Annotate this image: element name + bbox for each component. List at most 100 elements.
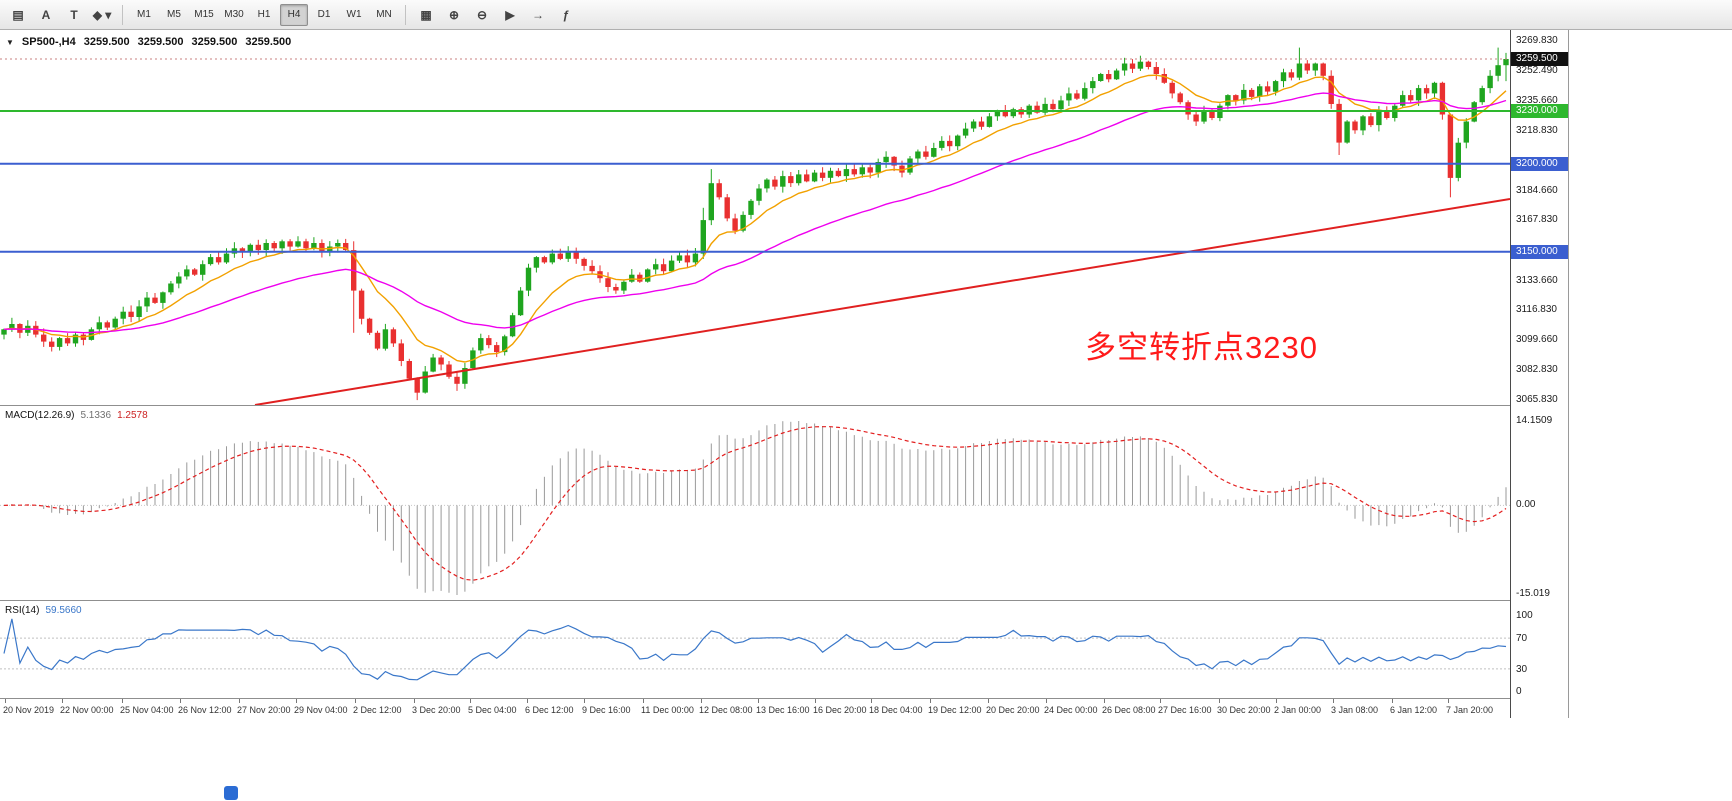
level-badge-3200: 3200.000 xyxy=(1511,157,1568,171)
time-label: 24 Dec 00:00 xyxy=(1044,705,1098,715)
chart-window: ▼ SP500-,H4 3259.500 3259.500 3259.500 3… xyxy=(0,30,1569,719)
time-label: 3 Jan 08:00 xyxy=(1331,705,1379,715)
time-label: 19 Dec 12:00 xyxy=(928,705,982,715)
timeframe-group: M1 M5 M15 M30 H1 H4 D1 W1 MN xyxy=(129,3,399,26)
price-axis[interactable]: 3269.830 3252.490 3235.660 3218.830 3184.660… xyxy=(1510,30,1568,718)
timeframe-h1-button[interactable]: H1 xyxy=(257,9,271,20)
charts-button[interactable]: ▤ xyxy=(12,7,24,22)
time-axis[interactable]: 20 Nov 2019 22 Nov 00:00 25 Nov 04:00 26 No… xyxy=(0,699,1510,718)
timeframe-w1-button[interactable]: W1 xyxy=(346,9,362,20)
time-label: 18 Dec 04:00 xyxy=(869,705,923,715)
rsi-axis-label: 30 xyxy=(1516,664,1528,675)
price-tick: 3099.660 xyxy=(1516,334,1558,345)
time-tick xyxy=(470,699,471,703)
text-tool-button[interactable]: T xyxy=(70,7,78,22)
time-tick xyxy=(1104,699,1105,703)
time-tick xyxy=(871,699,872,703)
timeframe-m30-button[interactable]: M30 xyxy=(224,9,244,20)
timeframe-m1-button[interactable]: M1 xyxy=(137,9,151,20)
rsi-value: 59.5660 xyxy=(45,605,82,616)
time-tick xyxy=(988,699,989,703)
rsi-axis-label: 70 xyxy=(1516,633,1528,644)
zoom-out-button[interactable]: ⊖ xyxy=(476,7,488,22)
time-tick xyxy=(1448,699,1449,703)
time-label: 26 Nov 12:00 xyxy=(178,705,232,715)
time-label: 2 Dec 12:00 xyxy=(353,705,402,715)
chart-shift-button[interactable]: → xyxy=(532,7,544,22)
toolbar: ▤ A T ◆ ▾ M1 M5 M15 M30 H1 H4 D1 W1 MN ▦ ⊕ ⊖ ▶ → ƒ xyxy=(0,0,1732,30)
timeframe-h4-button[interactable]: H4 xyxy=(280,3,308,26)
timeframe-m15-button[interactable]: M15 xyxy=(194,9,214,20)
time-label: 12 Dec 08:00 xyxy=(699,705,753,715)
time-label: 16 Dec 20:00 xyxy=(813,705,867,715)
price-tick: 3269.830 xyxy=(1516,35,1558,46)
annotation-text[interactable]: 多空转折点3230 xyxy=(1085,330,1318,365)
time-label: 13 Dec 16:00 xyxy=(756,705,810,715)
cursor-tool-button[interactable]: A xyxy=(41,7,51,22)
time-tick xyxy=(122,699,123,703)
timeframe-d1-button[interactable]: D1 xyxy=(317,9,331,20)
taskbar-item[interactable] xyxy=(224,786,238,800)
timeframe-m5-button[interactable]: M5 xyxy=(167,9,181,20)
price-tick: 3218.830 xyxy=(1516,125,1558,136)
time-tick xyxy=(815,699,816,703)
ohlc-low: 3259.500 xyxy=(191,36,238,48)
current-price-badge: 3259.500 xyxy=(1511,52,1568,66)
shapes-tool-button[interactable]: ◆ ▾ xyxy=(92,7,112,22)
time-label: 6 Jan 12:00 xyxy=(1390,705,1438,715)
time-tick xyxy=(5,699,6,703)
time-label: 20 Nov 2019 xyxy=(3,705,55,715)
price-tick: 3184.660 xyxy=(1516,185,1558,196)
time-label: 26 Dec 08:00 xyxy=(1102,705,1156,715)
macd-pane[interactable] xyxy=(0,406,1510,600)
ohlc-close: 3259.500 xyxy=(245,36,292,48)
time-tick xyxy=(62,699,63,703)
macd-label: MACD(12.26.9) 5.1336 1.2578 xyxy=(5,410,148,421)
macd-axis-label: 0.00 xyxy=(1516,499,1536,510)
macd-axis-label: -15.019 xyxy=(1516,588,1550,599)
time-label: 20 Dec 20:00 xyxy=(986,705,1040,715)
time-tick xyxy=(1276,699,1277,703)
quick-trade-expander-icon[interactable]: ▼ xyxy=(6,37,14,47)
zoom-in-button[interactable]: ⊕ xyxy=(448,7,460,22)
indicators-button[interactable]: ƒ xyxy=(562,7,570,22)
rsi-name: RSI(14) xyxy=(5,605,40,616)
time-tick xyxy=(1333,699,1334,703)
time-tick xyxy=(239,699,240,703)
pane-separator[interactable] xyxy=(0,698,1568,699)
price-tick: 3167.830 xyxy=(1516,214,1558,225)
tile-windows-button[interactable]: ▦ xyxy=(420,7,432,22)
bottom-strip xyxy=(0,718,1732,801)
time-label: 25 Nov 04:00 xyxy=(120,705,174,715)
price-chart[interactable] xyxy=(0,30,1510,405)
time-tick xyxy=(1219,699,1220,703)
macd-signal-value: 1.2578 xyxy=(117,410,148,421)
time-tick xyxy=(758,699,759,703)
pane-separator[interactable] xyxy=(0,600,1568,601)
rsi-line xyxy=(3,618,1507,681)
time-tick xyxy=(527,699,528,703)
time-tick xyxy=(296,699,297,703)
macd-main-value: 5.1336 xyxy=(80,410,112,421)
price-tick: 3082.830 xyxy=(1516,364,1558,375)
rsi-label: RSI(14) 59.5660 xyxy=(5,605,82,616)
level-badge-3150: 3150.000 xyxy=(1511,245,1568,259)
auto-scroll-button[interactable]: ▶ xyxy=(505,7,515,22)
toolbar-right-tools: ▦ ⊕ ⊖ ▶ → ƒ xyxy=(412,3,580,27)
time-tick xyxy=(1160,699,1161,703)
time-tick xyxy=(584,699,585,703)
symbol-timeframe-label: SP500-,H4 xyxy=(21,36,76,48)
time-label: 22 Nov 00:00 xyxy=(60,705,114,715)
trendline[interactable] xyxy=(254,198,1510,405)
pane-separator[interactable] xyxy=(0,405,1568,406)
timeframe-mn-button[interactable]: MN xyxy=(376,9,392,20)
time-label: 6 Dec 12:00 xyxy=(525,705,574,715)
macd-axis-label: 14.1509 xyxy=(1516,415,1553,426)
time-label: 5 Dec 04:00 xyxy=(468,705,517,715)
slow-ma-line xyxy=(3,92,1507,334)
time-tick xyxy=(643,699,644,703)
toolbar-separator xyxy=(405,4,406,25)
rsi-pane[interactable] xyxy=(0,601,1510,698)
chart-title: ▼ SP500-,H4 3259.500 3259.500 3259.500 3… xyxy=(6,36,291,48)
